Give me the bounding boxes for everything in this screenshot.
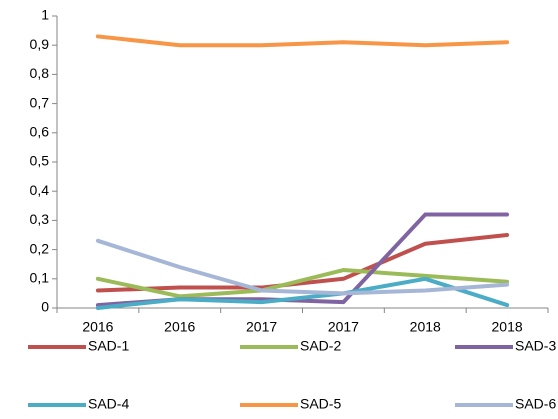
line-series <box>95 233 510 293</box>
y-tick-label: 0 <box>41 299 49 315</box>
legend-label: SAD-4 <box>88 396 129 412</box>
legend-label: SAD-3 <box>515 338 556 354</box>
y-tick-label: 0,2 <box>30 240 50 256</box>
legend-label: SAD-5 <box>300 396 341 412</box>
line-series <box>95 238 510 296</box>
legend-label: SAD-1 <box>88 338 129 354</box>
x-tick-label: 2018 <box>410 319 441 335</box>
y-tick-label: 0,5 <box>30 153 50 169</box>
y-tick-label: 1 <box>41 7 49 23</box>
y-tick-label: 0,3 <box>30 211 50 227</box>
line-series <box>95 34 510 48</box>
line-series <box>95 276 510 310</box>
x-tick-label: 2018 <box>492 319 523 335</box>
y-tick-label: 0,9 <box>30 36 50 52</box>
legend-label: SAD-2 <box>300 338 341 354</box>
legend-label: SAD-6 <box>515 396 556 412</box>
x-tick-label: 2017 <box>328 319 359 335</box>
y-tick-label: 0,8 <box>30 65 50 81</box>
y-tick-label: 0,4 <box>30 182 50 198</box>
line-series <box>95 268 510 299</box>
x-tick-label: 2016 <box>82 319 113 335</box>
x-tick-label: 2016 <box>164 319 195 335</box>
y-tick-label: 0,1 <box>30 270 50 286</box>
x-tick-label: 2017 <box>246 319 277 335</box>
y-tick-label: 0,7 <box>30 94 50 110</box>
y-tick-label: 0,6 <box>30 124 50 140</box>
